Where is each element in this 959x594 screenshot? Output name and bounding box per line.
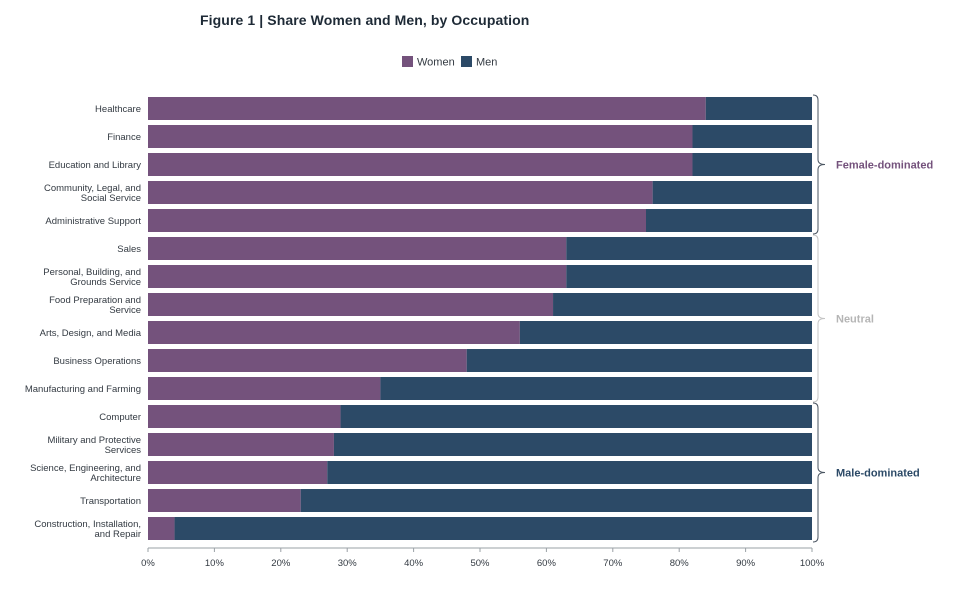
x-tick-label: 0% [141, 558, 155, 569]
bar-men [553, 293, 812, 316]
category-label: Administrative Support [45, 216, 141, 227]
legend-label-men: Men [476, 57, 497, 69]
legend-label-women: Women [417, 57, 455, 69]
group-brace [812, 94, 826, 235]
legend-swatch-women [402, 56, 413, 67]
bar-men [340, 405, 812, 428]
bar-women [148, 209, 646, 232]
category-label: Business Operations [53, 356, 141, 367]
bar-men [519, 321, 812, 344]
bar-men [705, 97, 812, 120]
bar-men [646, 209, 812, 232]
category-label: Community, Legal, and Social Service [44, 183, 141, 204]
category-label: Healthcare [95, 104, 141, 115]
bar-women [148, 125, 693, 148]
bar-women [148, 321, 520, 344]
category-label: Finance [107, 132, 141, 143]
category-label: Science, Engineering, and Architecture [30, 463, 141, 484]
category-label: Arts, Design, and Media [40, 328, 142, 339]
bar-women [148, 433, 334, 456]
x-tick-label: 70% [603, 558, 623, 569]
chart-title: Figure 1 | Share Women and Men, by Occup… [200, 12, 530, 28]
category-label: Transportation [80, 496, 141, 507]
group-label: Male-dominated [836, 468, 920, 480]
category-label: Education and Library [49, 160, 142, 171]
bar-women [148, 489, 301, 512]
category-label: Construction, Installation, and Repair [34, 519, 141, 540]
bar-women [148, 377, 381, 400]
bar-men [692, 153, 812, 176]
bar-men [566, 237, 812, 260]
group-brace [812, 234, 826, 403]
bar-women [148, 461, 328, 484]
x-tick-label: 30% [338, 558, 358, 569]
bar-men [566, 265, 812, 288]
bar-men [652, 181, 812, 204]
x-tick-label: 80% [670, 558, 690, 569]
group-label: Female-dominated [836, 160, 933, 172]
bar-women [148, 293, 554, 316]
bar-men [327, 461, 812, 484]
category-label: Food Preparation and Service [49, 295, 141, 316]
category-label: Personal, Building, and Grounds Service [43, 267, 141, 288]
x-tick-label: 90% [736, 558, 756, 569]
bar-women [148, 349, 467, 372]
category-label: Military and Protective Services [48, 435, 142, 456]
x-tick-label: 50% [470, 558, 490, 569]
bar-women [148, 517, 175, 540]
bar-women [148, 237, 567, 260]
category-label: Computer [99, 412, 141, 423]
x-tick-label: 10% [205, 558, 225, 569]
x-tick-label: 20% [271, 558, 291, 569]
bar-women [148, 405, 341, 428]
x-tick-label: 40% [404, 558, 424, 569]
bar-women [148, 265, 567, 288]
bar-men [380, 377, 812, 400]
x-tick-label: 60% [537, 558, 557, 569]
group-label: Neutral [836, 314, 874, 326]
bar-men [692, 125, 812, 148]
bar-women [148, 153, 693, 176]
bar-men [466, 349, 812, 372]
bar-women [148, 97, 706, 120]
category-label: Sales [117, 244, 141, 255]
bar-men [174, 517, 812, 540]
bar-women [148, 181, 653, 204]
x-tick-label: 100% [800, 558, 825, 569]
group-brace [812, 402, 826, 543]
category-label: Manufacturing and Farming [25, 384, 141, 395]
bar-men [300, 489, 812, 512]
bar-men [333, 433, 812, 456]
legend-swatch-men [461, 56, 472, 67]
